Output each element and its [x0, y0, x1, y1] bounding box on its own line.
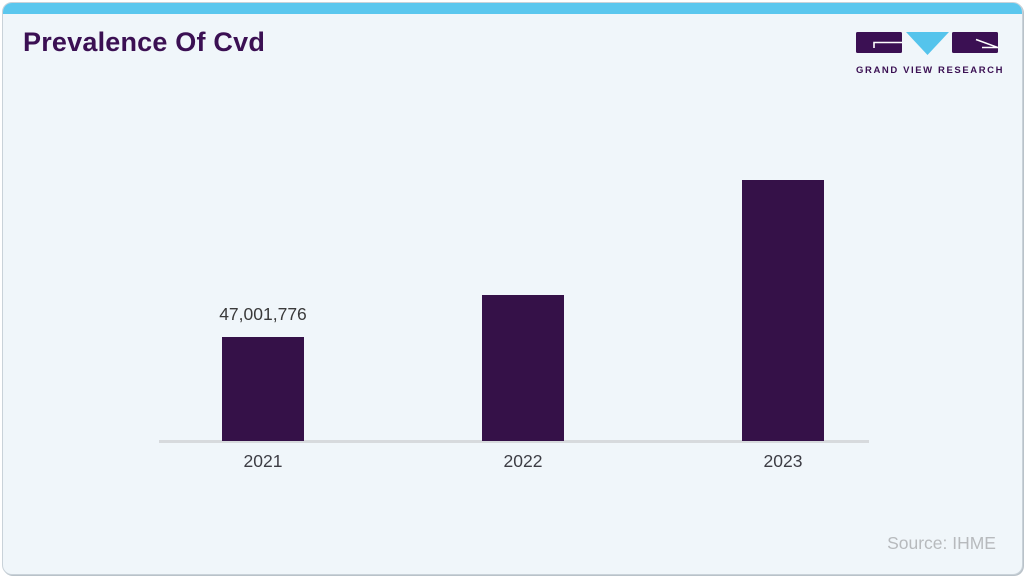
bar-value-label: 47,001,776: [219, 304, 307, 325]
bar-2021: [222, 337, 304, 441]
x-axis-line: [159, 440, 869, 443]
gvr-logo-text: GRAND VIEW RESEARCH: [856, 65, 1005, 76]
x-tick-label: 2022: [503, 451, 543, 471]
page-title: Prevalence Of Cvd: [23, 27, 266, 57]
bar-2022: [482, 294, 564, 441]
plot-area: 2021 47,001,776 2022 2023: [3, 3, 1022, 574]
bar-2023: [742, 180, 824, 441]
top-accent-bar: [3, 3, 1022, 14]
x-tick-label: 2021: [243, 451, 283, 471]
gvr-logo: GRAND VIEW RESEARCH: [856, 30, 1005, 76]
gvr-logo-icon: [856, 32, 999, 55]
source-text: Source: IHME: [887, 533, 996, 553]
x-tick-label: 2023: [763, 451, 803, 471]
